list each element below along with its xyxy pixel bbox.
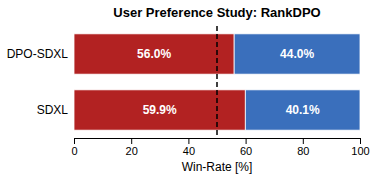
chart-container: 59.9% 56.0% 40.1% 44.0% 0 20 40 60 80 100 SDXL DPO-… [0,0,374,176]
chart: 59.9% 56.0% 40.1% 44.0% 0 20 40 60 80 100 SDXL DPO-… [0,0,374,176]
x-tick: 40 [183,138,195,157]
x-tick: 60 [240,138,252,157]
x-tick-label: 80 [297,145,309,157]
bar [234,34,360,74]
bar [74,90,245,130]
x-axis: 0 20 40 60 80 100 [71,138,369,157]
data-label: 44.0% [280,47,314,61]
reference-line [216,26,218,138]
x-tick-label: 100 [351,145,369,157]
x-axis-title: Win-Rate [%] [182,160,253,174]
x-tick-mark [246,138,247,144]
bar [245,90,360,130]
y-tick: DPO-SDXL [7,47,69,61]
x-axis-line [75,139,361,145]
x-tick: 0 [71,138,77,157]
y-axis: SDXL DPO-SDXL [7,47,69,117]
x-tick-mark [74,138,75,144]
title: User Preference Study: RankDPO [113,5,320,20]
data-label: 59.9% [143,103,177,117]
data-label: 56.0% [137,47,171,61]
x-tick-label: 60 [240,145,252,157]
bars [74,26,360,138]
x-tick-mark [303,138,304,144]
y-tick-label: DPO-SDXL [7,47,69,61]
data-labels: 59.9% 56.0% 40.1% 44.0% [137,47,320,117]
x-tick: 20 [126,138,138,157]
x-tick-mark [360,138,361,144]
y-tick: SDXL [37,103,69,117]
plot: 59.9% 56.0% 40.1% 44.0% 0 20 40 60 80 100 SDXL DPO-… [7,26,370,157]
x-tick-mark [188,138,189,144]
x-tick: 80 [297,138,309,157]
x-tick-label: 0 [71,145,77,157]
data-label: 40.1% [286,103,320,117]
bar [74,34,234,74]
y-tick-label: SDXL [37,103,69,117]
x-tick-label: 40 [183,145,195,157]
x-tick: 100 [351,138,369,157]
x-tick-label: 20 [126,145,138,157]
x-tick-mark [131,138,132,144]
